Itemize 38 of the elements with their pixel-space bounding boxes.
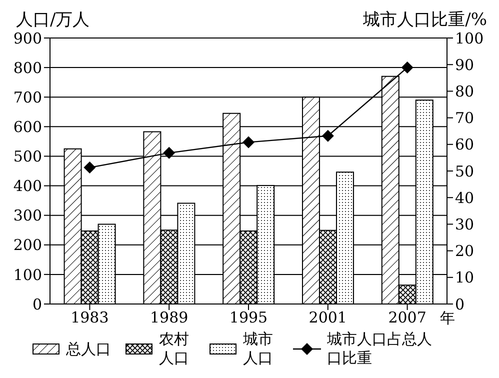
y2-tick-label: 0 (455, 295, 465, 314)
point (163, 146, 176, 159)
y2-axis-title: 城市人口比重/% (363, 9, 487, 30)
y2-tick-label: 70 (455, 109, 474, 128)
y2-tick-label: 10 (455, 268, 474, 287)
point (242, 136, 254, 148)
y-tick-label: 400 (13, 177, 42, 196)
y-tick-label: 800 (13, 58, 42, 77)
y2-tick-label: 20 (455, 242, 474, 260)
y-tick-label: 200 (13, 236, 42, 254)
series-label: 农村人口 (159, 330, 190, 368)
y2-tick-label: 60 (455, 136, 474, 154)
series-label: 城市人口 (243, 330, 274, 368)
point (84, 162, 96, 174)
y2-tick-label: 40 (455, 188, 474, 207)
y2-tick-label: 90 (455, 56, 474, 74)
y-tick-label: 0 (32, 295, 42, 314)
y-tick-label: 300 (13, 206, 42, 225)
x-tick-label: 2001 (308, 308, 347, 327)
x-tick-label: 1995 (229, 308, 268, 327)
y2-tick-label: 80 (455, 82, 474, 101)
y-axis-title: 人口/万人 (16, 9, 90, 30)
y-tick-label: 500 (13, 148, 42, 166)
x-tick-label: 1989 (150, 308, 188, 327)
x-axis-title: 年 (440, 309, 455, 328)
text: 总人口 (66, 340, 111, 358)
point (322, 130, 334, 142)
point (401, 62, 414, 74)
x-tick-label: 2007 (388, 308, 426, 327)
y-tick-label: 900 (13, 29, 42, 48)
y-tick-label: 600 (13, 118, 42, 136)
x-tick-label: 1983 (70, 308, 109, 327)
y-tick-label: 100 (13, 266, 42, 284)
y2-tick-label: 100 (455, 29, 484, 48)
legend-label: 城市人口占总人口比重 (327, 330, 433, 368)
y2-tick-label: 30 (455, 216, 474, 234)
y-tick-label: 700 (13, 88, 42, 106)
y2-tick-label: 50 (455, 162, 474, 180)
